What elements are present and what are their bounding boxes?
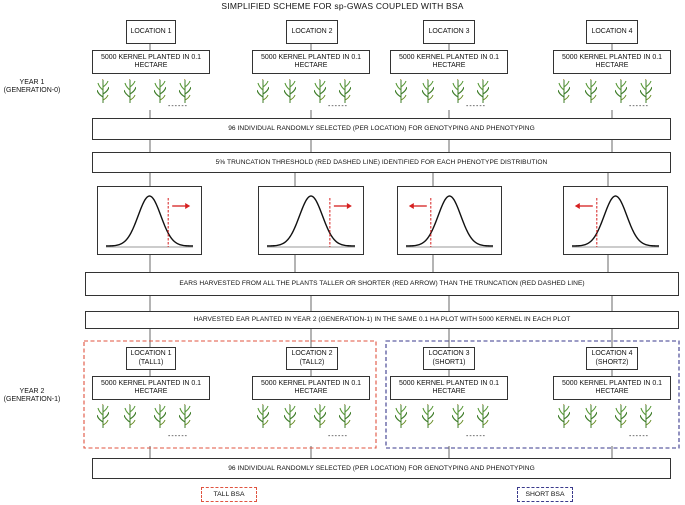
maize-plant-icon [584, 402, 598, 428]
maize-plant-icon [584, 77, 598, 103]
maize-plant-icon [178, 402, 192, 428]
maize-plant-icon [451, 77, 465, 103]
maize-plant-icon [178, 77, 192, 103]
year2-dots-4: ------ [629, 433, 649, 440]
year1-location-4: LOCATION 4 [586, 20, 638, 44]
maize-plant-icon [639, 77, 653, 103]
tall-group-outline [83, 340, 377, 449]
select-step-year1: 96 INDIVIDUAL RANDOMLY SELECTED (PER LOC… [92, 118, 671, 140]
maize-plant-icon [123, 77, 137, 103]
maize-plant-icon [557, 77, 571, 103]
maize-plant-icon [476, 77, 490, 103]
selection-arrow-head [346, 203, 352, 209]
year2-location-2: LOCATION 2 (TALL2) [286, 347, 338, 370]
maize-plant-icon [557, 402, 571, 428]
year1-dots-2: ------ [328, 103, 348, 110]
year2-location-1: LOCATION 1 (TALL1) [126, 347, 176, 370]
maize-plant-icon [338, 402, 352, 428]
year2-kernel-3: 5000 KERNEL PLANTED IN 0.1 HECTARE [390, 376, 508, 400]
maize-plant-icon [639, 402, 653, 428]
selection-arrow-head [408, 203, 414, 209]
tall-bsa-legend-label: TALL BSA [213, 491, 245, 498]
harvested-planted-step: HARVESTED EAR PLANTED IN YEAR 2 (GENERAT… [85, 311, 679, 329]
maize-plant-icon [123, 402, 137, 428]
short-bsa-legend-label: SHORT BSA [525, 491, 565, 498]
maize-plant-icon [476, 402, 490, 428]
maize-plant-icon [96, 402, 110, 428]
normal-distribution-curve [105, 195, 194, 247]
year2-label: YEAR 2 (GENERATION-1) [3, 388, 61, 404]
maize-plant-icon [96, 77, 110, 103]
maize-plant-icon [313, 402, 327, 428]
select-step-year2: 96 INDIVIDUAL RANDOMLY SELECTED (PER LOC… [92, 458, 671, 479]
distribution-panel-1 [97, 186, 202, 255]
maize-plant-icon [394, 402, 408, 428]
distribution-panel-4 [563, 186, 668, 255]
distribution-panel-2 [258, 186, 364, 255]
year2-location-3: LOCATION 3 (SHORT1) [423, 347, 475, 370]
selection-arrow-head [574, 203, 580, 209]
maize-plant-icon [614, 77, 628, 103]
maize-plant-icon [283, 402, 297, 428]
year2-location-4: LOCATION 4 (SHORT2) [586, 347, 638, 370]
year2-dots-1: ------ [168, 433, 188, 440]
maize-plant-icon [421, 77, 435, 103]
year2-dots-3: ------ [466, 433, 486, 440]
year1-location-3: LOCATION 3 [423, 20, 475, 44]
maize-plant-icon [256, 402, 270, 428]
year1-kernel-4: 5000 KERNEL PLANTED IN 0.1 HECTARE [553, 50, 671, 74]
maize-plant-icon [421, 402, 435, 428]
year1-dots-1: ------ [168, 103, 188, 110]
distribution-panel-3 [397, 186, 502, 255]
truncation-step: 5% TRUNCATION THRESHOLD (RED DASHED LINE… [92, 152, 671, 173]
normal-distribution-curve [266, 195, 356, 247]
year1-kernel-2: 5000 KERNEL PLANTED IN 0.1 HECTARE [252, 50, 370, 74]
diagram-title: SIMPLIFIED SCHEME FOR sp-GWAS COUPLED WI… [221, 1, 464, 11]
selection-arrow-head [185, 203, 191, 209]
year1-kernel-3: 5000 KERNEL PLANTED IN 0.1 HECTARE [390, 50, 508, 74]
short-group-outline [385, 340, 680, 449]
year1-dots-4: ------ [629, 103, 649, 110]
year1-label: YEAR 1 (GENERATION-0) [3, 79, 61, 95]
maize-plant-icon [283, 77, 297, 103]
normal-distribution-curve [405, 195, 494, 247]
maize-plant-icon [153, 402, 167, 428]
year2-dots-2: ------ [328, 433, 348, 440]
normal-distribution-curve [571, 195, 660, 247]
maize-plant-icon [256, 77, 270, 103]
maize-plant-icon [153, 77, 167, 103]
maize-plant-icon [451, 402, 465, 428]
year1-location-1: LOCATION 1 [126, 20, 176, 44]
year1-location-2: LOCATION 2 [286, 20, 338, 44]
year2-kernel-1: 5000 KERNEL PLANTED IN 0.1 HECTARE [92, 376, 210, 400]
maize-plant-icon [394, 77, 408, 103]
ears-harvest-step: EARS HARVESTED FROM ALL THE PLANTS TALLE… [85, 272, 679, 296]
maize-plant-icon [614, 402, 628, 428]
year2-kernel-4: 5000 KERNEL PLANTED IN 0.1 HECTARE [553, 376, 671, 400]
tall-bsa-legend-swatch [201, 487, 257, 502]
maize-plant-icon [313, 77, 327, 103]
maize-plant-icon [338, 77, 352, 103]
short-bsa-legend-swatch [517, 487, 573, 502]
year2-kernel-2: 5000 KERNEL PLANTED IN 0.1 HECTARE [252, 376, 370, 400]
year1-kernel-1: 5000 KERNEL PLANTED IN 0.1 HECTARE [92, 50, 210, 74]
year1-dots-3: ------ [466, 103, 486, 110]
